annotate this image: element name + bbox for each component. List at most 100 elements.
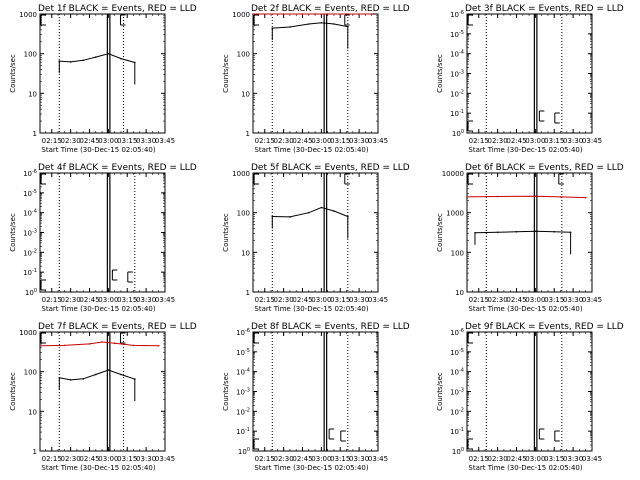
y-tick-label: 10-6 bbox=[236, 328, 250, 337]
data-point bbox=[333, 23, 335, 25]
x-tick-label: 02:45 bbox=[79, 455, 99, 463]
x-tick-label: 03:30 bbox=[136, 296, 156, 304]
x-tick-label: 02:45 bbox=[292, 455, 312, 463]
flag-marker bbox=[340, 430, 346, 442]
y-tick-label: 10-4 bbox=[23, 209, 37, 218]
data-point bbox=[113, 342, 116, 345]
y-tick-label: 10 bbox=[28, 90, 37, 98]
x-tick-label: 02:15 bbox=[42, 296, 62, 304]
y-tick-label: 1 bbox=[33, 448, 37, 456]
x-tick-label: 03:45 bbox=[155, 296, 175, 304]
x-tick-label: 03:00 bbox=[98, 455, 118, 463]
y-tick-label: 10-1 bbox=[450, 427, 464, 436]
x-tick-label: 03:00 bbox=[525, 296, 545, 304]
data-point bbox=[107, 369, 110, 371]
x-tick-label: 02:45 bbox=[292, 137, 312, 145]
x-tick-label: 02:15 bbox=[42, 455, 62, 463]
x-tick-label: 02:30 bbox=[488, 296, 508, 304]
data-point bbox=[345, 13, 348, 15]
y-tick-label: 10-5 bbox=[236, 348, 250, 357]
x-tick-label: 02:15 bbox=[255, 455, 275, 463]
x-tick-label: 02:15 bbox=[469, 296, 489, 304]
y-tick-label: 10 bbox=[28, 408, 37, 416]
data-point bbox=[370, 13, 373, 15]
y-tick-label: 10-5 bbox=[450, 348, 464, 357]
x-tick-label: 03:15 bbox=[117, 296, 137, 304]
flag-marker bbox=[554, 430, 560, 442]
y-tick-label: 10-4 bbox=[450, 50, 464, 59]
panel-det-8: Det 8f BLACK = Events, RED = LLD 100 10-1 1… bbox=[222, 322, 410, 472]
plot-frame bbox=[466, 13, 593, 134]
x-tick-label: 03:15 bbox=[544, 137, 564, 145]
y-tick-label: 10-5 bbox=[450, 30, 464, 39]
y-tick-label: 10-3 bbox=[450, 388, 464, 397]
x-axis-label: Start Time (30-Dec-15 02:05:40) bbox=[41, 146, 155, 154]
flag-marker bbox=[40, 173, 46, 185]
data-point bbox=[82, 59, 85, 62]
x-tick-label: 03:30 bbox=[349, 296, 369, 304]
y-tick-label: 100 bbox=[452, 129, 464, 138]
lld-series-line bbox=[39, 341, 159, 347]
panel-title: Det 8f BLACK = Events, RED = LLD bbox=[251, 322, 410, 332]
x-tick-label: 03:00 bbox=[525, 455, 545, 463]
flag-marker bbox=[467, 332, 473, 344]
y-axis-label: Counts/sec bbox=[9, 372, 17, 411]
flag-marker bbox=[119, 332, 126, 344]
data-point bbox=[107, 52, 110, 55]
data-point bbox=[88, 343, 91, 345]
y-tick-label: 1 bbox=[246, 289, 250, 297]
x-tick-label: 03:00 bbox=[525, 137, 545, 145]
plot-frame bbox=[466, 331, 593, 452]
plot-frame bbox=[39, 172, 166, 293]
flag-marker bbox=[253, 438, 259, 450]
flag-marker bbox=[538, 428, 545, 440]
y-tick-label: 10-1 bbox=[450, 109, 464, 118]
y-tick-label: 1 bbox=[246, 130, 250, 138]
plot-frame bbox=[39, 331, 166, 452]
panel-det-5: Det 5f BLACK = Events, RED = LLD 1 10 100 10… bbox=[222, 163, 410, 313]
data-point bbox=[282, 13, 285, 15]
x-tick-label: 03:15 bbox=[117, 137, 137, 145]
x-tick-label: 02:15 bbox=[42, 137, 62, 145]
panel-det-3: Det 3f BLACK = Events, RED = LLD 100 10-1 1… bbox=[436, 4, 624, 154]
panel-det-7: Det 7f BLACK = Events, RED = LLD 1 10 100 10… bbox=[9, 322, 197, 472]
y-tick-label: 10-3 bbox=[236, 388, 250, 397]
x-tick-label: 03:30 bbox=[563, 455, 583, 463]
data-point bbox=[333, 210, 335, 212]
x-tick-label: 03:30 bbox=[349, 137, 369, 145]
y-tick-label: 100 bbox=[25, 288, 37, 297]
y-tick-label: 100 bbox=[24, 369, 37, 377]
x-axis-label: Start Time (30-Dec-15 02:05:40) bbox=[41, 305, 155, 313]
data-point bbox=[307, 211, 310, 214]
x-tick-label: 03:45 bbox=[368, 296, 388, 304]
y-tick-label: 10-6 bbox=[23, 169, 37, 178]
x-tick-label: 03:30 bbox=[349, 455, 369, 463]
panel-det-6: Det 6f BLACK = Events, RED = LLD 10 100 100… bbox=[436, 163, 624, 313]
x-tick-label: 03:45 bbox=[582, 137, 602, 145]
y-tick-label: 1 bbox=[33, 130, 37, 138]
y-tick-label: 10-1 bbox=[23, 268, 37, 277]
flag-marker bbox=[538, 110, 545, 122]
x-tick-label: 03:15 bbox=[330, 455, 350, 463]
data-point bbox=[69, 379, 72, 381]
x-tick-label: 02:45 bbox=[506, 296, 526, 304]
x-tick-label: 02:30 bbox=[61, 455, 81, 463]
y-tick-label: 1000 bbox=[232, 11, 250, 19]
panel-title: Det 4f BLACK = Events, RED = LLD bbox=[38, 163, 197, 173]
panel-title: Det 5f BLACK = Events, RED = LLD bbox=[251, 163, 410, 173]
events-series-line bbox=[474, 230, 571, 234]
x-tick-label: 03:00 bbox=[311, 137, 331, 145]
data-point bbox=[94, 56, 97, 58]
flag-marker bbox=[467, 438, 473, 450]
x-axis-label: Start Time (30-Dec-15 02:05:40) bbox=[254, 146, 368, 154]
data-point bbox=[307, 23, 310, 25]
x-tick-label: 03:00 bbox=[311, 296, 331, 304]
data-point bbox=[326, 13, 329, 15]
panel-title: Det 6f BLACK = Events, RED = LLD bbox=[465, 163, 624, 173]
data-point bbox=[534, 230, 537, 233]
x-tick-label: 03:15 bbox=[330, 296, 350, 304]
y-tick-label: 10000 bbox=[442, 170, 464, 178]
x-tick-label: 03:45 bbox=[368, 137, 388, 145]
data-point bbox=[132, 344, 135, 347]
